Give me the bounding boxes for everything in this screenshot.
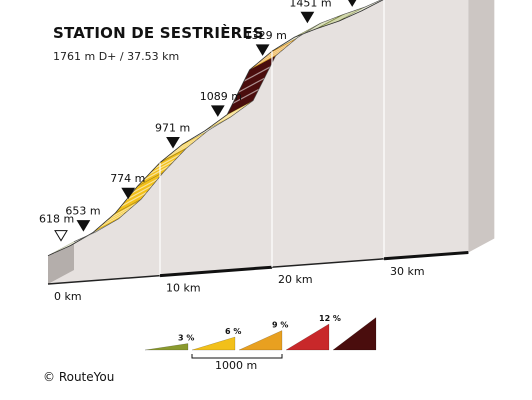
legend-swatch <box>238 330 283 351</box>
profile-stripe <box>232 88 260 104</box>
profile-stripe <box>322 12 349 28</box>
profile-stripe <box>238 77 265 93</box>
legend-scale-bracket <box>191 354 283 359</box>
legend-swatch <box>144 343 189 351</box>
profile-stripe <box>126 185 153 201</box>
profile-stripe <box>243 66 271 82</box>
profile-stripe <box>98 213 125 229</box>
legend-label: 3 % <box>178 334 194 343</box>
profile-front-edge <box>47 0 384 257</box>
profile-stripe <box>131 178 159 194</box>
profile-stripe <box>120 191 148 207</box>
profile-stripe <box>210 112 237 128</box>
legend-label: 6 % <box>225 327 241 336</box>
profile-stripe <box>109 203 136 219</box>
profile-stripe <box>165 143 192 159</box>
x-tick-label: 10 km <box>166 282 201 295</box>
profile-side-face <box>48 0 469 284</box>
elevation-marker-icon <box>210 105 225 117</box>
km-scale-bar <box>159 265 273 278</box>
km-scale-bar <box>383 250 469 261</box>
profile-stripe <box>221 104 248 120</box>
elevation-marker-icon <box>121 187 136 200</box>
elevation-label: 1089 m <box>200 90 242 103</box>
elevation-label: 774 m <box>110 172 145 185</box>
elevation-marker-icon <box>348 0 357 7</box>
elevation-label: 653 m <box>65 205 100 218</box>
legend-swatch <box>332 316 377 351</box>
profile-stripe <box>176 134 204 150</box>
profile-stripe <box>260 46 288 62</box>
x-tick-label: 30 km <box>390 265 425 278</box>
elevation-marker-icon <box>300 11 315 24</box>
legend-swatch <box>285 323 330 351</box>
endpoint-marker-icon <box>54 230 68 242</box>
profile-stripe <box>266 41 293 57</box>
profile-stripe <box>305 18 332 34</box>
profile-stripe <box>170 138 198 154</box>
profile-stripe <box>327 10 355 26</box>
elevation-label: 618 m <box>39 213 74 226</box>
profile-stripe <box>148 159 176 175</box>
legend-label: 9 % <box>272 321 288 330</box>
x-tick-label: 0 km <box>54 290 82 303</box>
elevation-marker-icon <box>166 137 180 149</box>
page-subtitle: 1761 m D+ / 37.53 km <box>53 50 180 63</box>
profile-stripe <box>310 16 338 32</box>
profile-stripe <box>333 8 360 24</box>
profile-stripe <box>254 50 282 66</box>
profile-stripe <box>154 153 181 169</box>
legend-scale-label: 1000 m <box>215 359 257 372</box>
profile-stripe <box>103 208 131 224</box>
elevation-label: 1451 m <box>289 0 331 9</box>
profile-back-edge <box>73 0 382 242</box>
elevation-marker-icon <box>255 44 270 56</box>
legend-swatch <box>191 336 236 351</box>
profile-stripe <box>215 108 243 124</box>
elevation-label: 971 m <box>155 122 190 135</box>
legend-label: 12 % <box>319 314 341 323</box>
profile-stripe <box>142 165 170 181</box>
elevation-label: 1329 m <box>245 29 287 42</box>
elevation-marker-icon <box>76 220 91 232</box>
profile-end-face <box>468 0 495 253</box>
x-tick-label: 20 km <box>278 273 313 286</box>
copyright-text: © RouteYou <box>43 370 115 384</box>
page-title: STATION DE SESTRIÈRES <box>53 24 264 42</box>
